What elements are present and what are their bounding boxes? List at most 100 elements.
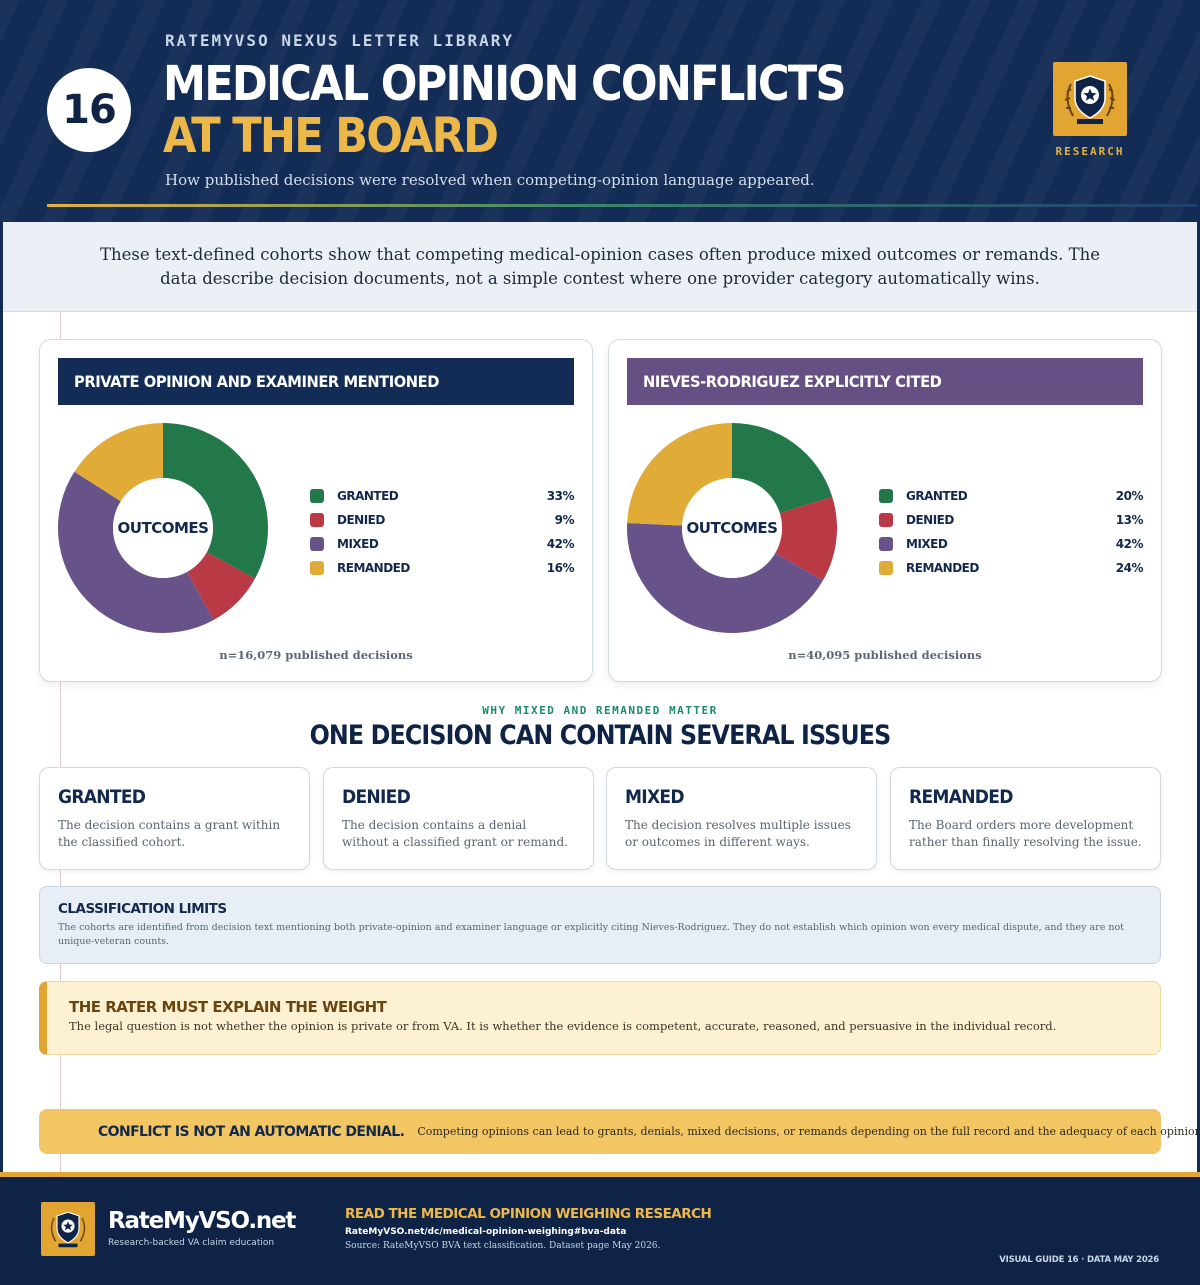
legend-label: MIXED bbox=[906, 537, 948, 551]
header bbox=[0, 0, 1200, 222]
sample-size-note: n=16,079 published decisions bbox=[219, 648, 413, 662]
legend-label: GRANTED bbox=[337, 489, 399, 503]
research-badge-label: RESEARCH bbox=[1055, 145, 1125, 158]
rater-title: THE RATER MUST EXPLAIN THE WEIGHT bbox=[69, 998, 387, 1016]
legend-item-denied: DENIED 13% bbox=[879, 508, 1144, 532]
page-subtitle: How published decisions were resolved wh… bbox=[165, 171, 815, 189]
definition-card-denied: DENIED The decision contains a denial wi… bbox=[323, 767, 594, 870]
legend-label: GRANTED bbox=[906, 489, 968, 503]
chart-title: NIEVES-RODRIGUEZ EXPLICITLY CITED bbox=[627, 358, 1143, 405]
donut-chart bbox=[58, 423, 268, 633]
donut-chart bbox=[627, 423, 837, 633]
legend-label: DENIED bbox=[906, 513, 954, 527]
star-shield-icon bbox=[1064, 75, 1116, 124]
donut-slice-denied bbox=[187, 552, 256, 621]
legend-value: 24% bbox=[1115, 561, 1144, 575]
legend-swatch bbox=[310, 561, 324, 575]
donut-slice-mixed bbox=[627, 523, 823, 633]
footer-tagline: Research-backed VA claim education bbox=[108, 1238, 275, 1248]
banner-text: Competing opinions can lead to grants, d… bbox=[417, 1125, 1200, 1138]
page-title-line2: AT THE BOARD bbox=[163, 108, 499, 164]
conclusion-banner: CONFLICT IS NOT AN AUTOMATIC DENIAL. Com… bbox=[39, 1109, 1200, 1154]
legend-item-mixed: MIXED 42% bbox=[879, 532, 1144, 556]
classification-limits-box: CLASSIFICATION LIMITS The cohorts are id… bbox=[39, 886, 1161, 964]
donut-slice-denied bbox=[775, 496, 837, 581]
legend-value: 16% bbox=[546, 561, 575, 575]
definition-title: REMANDED bbox=[909, 786, 1013, 808]
chart-legend: GRANTED 33% DENIED 9% MIXED 42% REMANDED 16% bbox=[310, 484, 575, 580]
definition-card-mixed: MIXED The decision resolves multiple iss… bbox=[606, 767, 877, 870]
legend-item-granted: GRANTED 33% bbox=[310, 484, 575, 508]
section-title: ONE DECISION CAN CONTAIN SEVERAL ISSUES bbox=[309, 720, 892, 751]
banner-headline: CONFLICT IS NOT AN AUTOMATIC DENIAL. bbox=[98, 1123, 405, 1140]
legend-item-granted: GRANTED 20% bbox=[879, 484, 1144, 508]
legend-value: 9% bbox=[554, 513, 575, 527]
legend-value: 33% bbox=[546, 489, 575, 503]
limits-title: CLASSIFICATION LIMITS bbox=[58, 901, 227, 917]
header-stripes bbox=[0, 0, 1200, 222]
section-kicker: WHY MIXED AND REMANDED MATTER bbox=[482, 704, 718, 717]
page-border-left bbox=[0, 222, 3, 1182]
legend-label: MIXED bbox=[337, 537, 379, 551]
header-kicker: RATEMYVSO NEXUS LETTER LIBRARY bbox=[165, 31, 514, 50]
donut-center-label: OUTCOMES bbox=[686, 519, 778, 537]
definition-title: MIXED bbox=[625, 786, 685, 808]
donut-slice-remanded bbox=[74, 423, 163, 502]
legend-label: DENIED bbox=[337, 513, 385, 527]
legend-label: REMANDED bbox=[337, 561, 410, 575]
chart-title: PRIVATE OPINION AND EXAMINER MENTIONED bbox=[58, 358, 574, 405]
legend-swatch bbox=[310, 489, 324, 503]
legend-item-denied: DENIED 9% bbox=[310, 508, 575, 532]
legend-value: 13% bbox=[1115, 513, 1144, 527]
legend-swatch bbox=[310, 513, 324, 527]
footer-brand[interactable]: RateMyVSO.net bbox=[108, 1208, 296, 1234]
legend-value: 42% bbox=[546, 537, 575, 551]
legend-item-mixed: MIXED 42% bbox=[310, 532, 575, 556]
chart-card-private-opinion: PRIVATE OPINION AND EXAMINER MENTIONED O… bbox=[39, 339, 593, 682]
research-badge bbox=[1053, 62, 1127, 136]
footer-guide-meta: VISUAL GUIDE 16 · DATA MAY 2026 bbox=[999, 1255, 1159, 1265]
chart-card-nieves-rodriguez: NIEVES-RODRIGUEZ EXPLICITLY CITED OUTCOM… bbox=[608, 339, 1162, 682]
footer-source: Source: RateMyVSO BVA text classificatio… bbox=[345, 1241, 661, 1251]
legend-swatch bbox=[879, 537, 893, 551]
donut-slice-mixed bbox=[58, 471, 214, 633]
rater-callout: THE RATER MUST EXPLAIN THE WEIGHT The le… bbox=[39, 981, 1161, 1055]
guide-number-badge: 16 bbox=[47, 68, 131, 152]
footer bbox=[0, 1172, 1200, 1285]
donut-slice-remanded bbox=[627, 423, 732, 526]
footer-url-link[interactable]: RateMyVSO.net/dc/medical-opinion-weighin… bbox=[345, 1227, 627, 1237]
donut-slice-granted bbox=[732, 423, 833, 514]
sample-size-note: n=40,095 published decisions bbox=[788, 648, 982, 662]
footer-cta[interactable]: READ THE MEDICAL OPINION WEIGHING RESEAR… bbox=[345, 1206, 712, 1222]
footer-logo bbox=[41, 1202, 95, 1256]
legend-swatch bbox=[879, 489, 893, 503]
definition-body: The decision resolves multiple issues or… bbox=[625, 818, 851, 849]
intro-text: These text-defined cohorts show that com… bbox=[3, 222, 1197, 312]
legend-item-remanded: REMANDED 24% bbox=[879, 556, 1144, 580]
legend-swatch bbox=[310, 537, 324, 551]
definition-body: The Board orders more development rather… bbox=[909, 818, 1142, 849]
definition-body: The decision contains a denial without a… bbox=[342, 818, 568, 849]
star-shield-icon bbox=[50, 1211, 86, 1248]
timeline-rule bbox=[60, 312, 61, 1172]
page-title-line1: MEDICAL OPINION CONFLICTS bbox=[163, 56, 847, 112]
definition-body: The decision contains a grant within the… bbox=[58, 818, 281, 849]
donut-hole bbox=[682, 478, 782, 578]
legend-label: REMANDED bbox=[906, 561, 979, 575]
donut-slice-granted bbox=[163, 423, 268, 579]
legend-swatch bbox=[879, 561, 893, 575]
header-divider bbox=[47, 204, 1197, 207]
definition-title: GRANTED bbox=[58, 786, 146, 808]
limits-body: The cohorts are identified from decision… bbox=[58, 922, 1124, 947]
definition-title: DENIED bbox=[342, 786, 411, 808]
donut-hole bbox=[113, 478, 213, 578]
legend-swatch bbox=[879, 513, 893, 527]
donut-center-label: OUTCOMES bbox=[117, 519, 209, 537]
chart-legend: GRANTED 20% DENIED 13% MIXED 42% REMANDED 24… bbox=[879, 484, 1144, 580]
page-border-right bbox=[1197, 222, 1200, 1182]
definition-card-granted: GRANTED The decision contains a grant wi… bbox=[39, 767, 310, 870]
legend-item-remanded: REMANDED 16% bbox=[310, 556, 575, 580]
rater-body: The legal question is not whether the op… bbox=[69, 1019, 1057, 1033]
definition-card-remanded: REMANDED The Board orders more developme… bbox=[890, 767, 1161, 870]
legend-value: 42% bbox=[1115, 537, 1144, 551]
